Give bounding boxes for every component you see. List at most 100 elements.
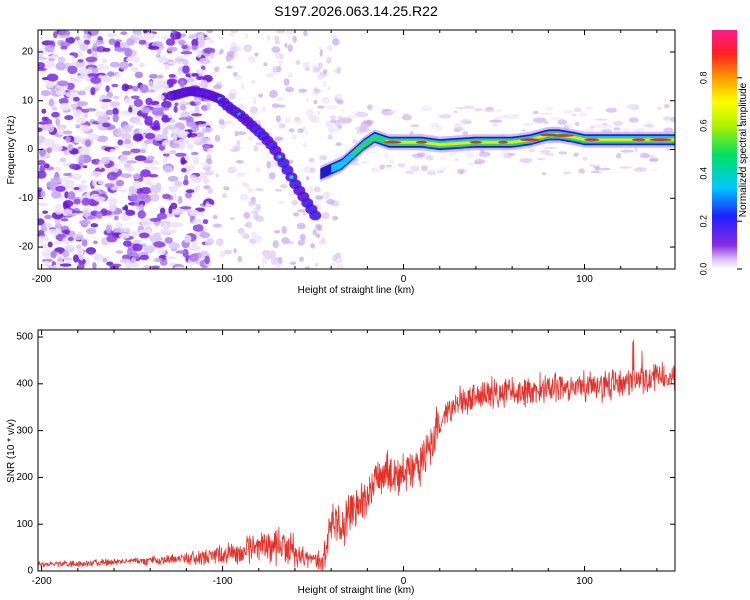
noise-blob [173,105,178,113]
noise-blob [92,262,97,269]
ridge-hotspot [631,138,646,142]
noise-blob [584,106,594,110]
spectrogram-xtick-label: -200 [32,274,52,285]
noise-blob [166,79,175,87]
noise-blob [157,248,166,255]
colorbar-tick-label: 0.8 [698,72,708,85]
noise-blob [402,114,412,121]
noise-blob [198,211,205,217]
noise-blob [92,43,98,49]
noise-blob [315,88,322,94]
noise-blob [261,249,271,257]
noise-blob [160,259,168,266]
noise-blob [144,129,152,134]
noise-blob [70,173,82,181]
noise-blob [303,166,312,174]
noise-blob [125,57,135,62]
noise-blob [162,127,169,136]
noise-blob [112,95,120,100]
noise-blob [110,263,122,267]
noise-blob [124,204,129,212]
noise-blob [255,167,261,173]
noise-blob [323,69,328,74]
noise-blob [196,49,202,58]
noise-blob [109,166,119,173]
noise-blob [51,264,62,269]
noise-blob [106,91,113,99]
noise-blob [43,260,50,267]
noise-blob [38,160,46,166]
noise-blob [53,167,62,172]
noise-blob [132,133,144,142]
noise-blob [438,114,452,119]
noise-blob [165,125,177,130]
noise-blob [362,119,375,125]
noise-blob [139,62,145,68]
noise-blob [130,148,142,154]
noise-blob [59,263,72,267]
noise-blob [613,127,621,131]
noise-blob [141,142,149,150]
noise-blob [454,158,459,162]
noise-blob [79,219,91,226]
noise-blob [340,108,346,111]
noise-blob [302,61,311,70]
noise-blob [86,228,97,235]
noise-blob [154,257,163,263]
noise-blob [120,110,131,116]
noise-blob [59,157,67,163]
noise-blob [237,103,245,109]
noise-blob [125,209,136,216]
noise-blob [38,62,45,70]
noise-blob [405,170,415,175]
noise-blob [598,167,611,171]
noise-blob [243,44,253,53]
noise-blob [191,113,203,117]
noise-blob [148,174,159,178]
noise-blob [201,44,206,49]
noise-blob [92,179,97,187]
snr-ytick-label: 400 [16,378,33,389]
noise-blob [117,139,124,146]
noise-blob [74,36,80,41]
noise-blob [269,90,278,98]
noise-blob [316,110,321,116]
noise-blob [122,212,127,216]
noise-blob [657,106,662,110]
noise-blob [132,85,139,92]
noise-blob [319,49,323,57]
noise-blob [156,49,162,55]
noise-blob [73,186,80,191]
noise-blob [81,239,88,247]
noise-blob [235,74,242,81]
noise-blob [46,123,55,133]
noise-blob [73,234,84,241]
noise-blob [111,83,119,88]
noise-blob [548,117,563,120]
snr-ytick-label: 200 [16,472,33,483]
noise-blob [169,229,177,234]
noise-blob [148,80,154,87]
noise-blob [276,30,286,34]
noise-blob [101,103,109,110]
noise-blob [57,260,64,264]
noise-blob [84,113,88,119]
noise-blob [78,154,85,164]
noise-blob [143,245,155,254]
noise-blob [132,243,143,252]
noise-blob [620,149,634,153]
noise-blob [109,61,121,68]
noise-blob [544,106,554,111]
noise-blob [153,134,164,141]
noise-blob [274,51,283,59]
noise-blob [188,253,199,262]
noise-blob [326,44,333,52]
noise-blob [82,165,88,169]
noise-blob [75,244,82,249]
noise-blob [318,46,322,50]
noise-blob [189,174,197,178]
colorbar-gradient [712,30,737,269]
noise-blob [421,105,432,112]
noise-blob [277,59,284,66]
noise-blob [163,150,169,154]
